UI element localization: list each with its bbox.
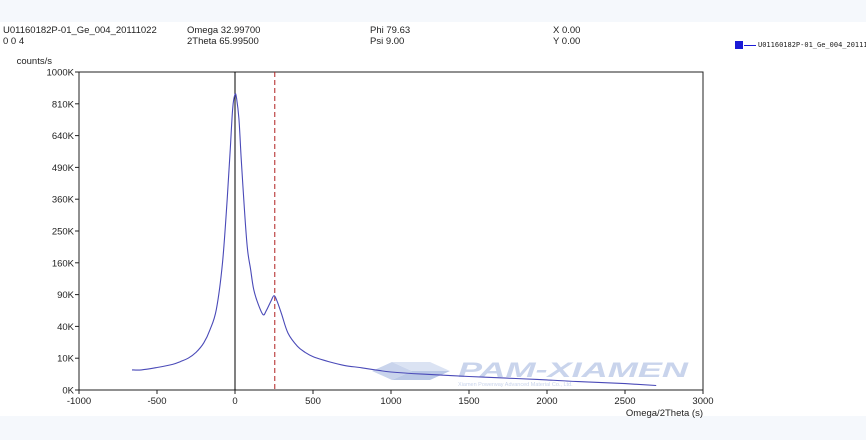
phi-label: Phi 79.63 — [370, 25, 411, 36]
y-axis-label: counts/s — [17, 56, 53, 67]
x-tick-label: 2000 — [536, 396, 557, 407]
x-axis-label: Omega/2Theta (s) — [626, 408, 703, 419]
x-tick-label: 0 — [232, 396, 237, 407]
omega-label: Omega 32.99700 — [187, 25, 261, 36]
y-tick: 1000K — [47, 68, 79, 79]
watermark: PAM-XIAMEN Xiamen Powerway Advanced Mate… — [372, 359, 689, 388]
watermark-brand: PAM-XIAMEN — [458, 359, 689, 382]
y-tick-label: 810K — [52, 99, 75, 110]
diamond-logo-icon — [372, 362, 450, 380]
y-tick: 640K — [52, 131, 79, 142]
y-tick-label: 250K — [52, 227, 75, 238]
plot-panel — [0, 22, 866, 416]
x-tick-label: 500 — [305, 396, 321, 407]
x-tick: -1000 — [67, 390, 91, 407]
y-tick: 40K — [57, 322, 79, 333]
y-tick-label: 640K — [52, 131, 75, 142]
x-tick: 2000 — [536, 390, 558, 407]
y-tick-label: 10K — [57, 354, 75, 365]
y-tick: 90K — [57, 290, 79, 301]
y-tick-label: 0K — [62, 386, 74, 397]
x-tick: 2500 — [614, 390, 636, 407]
y-tick-label: 1000K — [47, 68, 75, 79]
x-tick: 3000 — [692, 390, 714, 407]
legend-label: U01160182P-01_Ge_004_20111022 — [758, 41, 866, 49]
y-tick: 490K — [52, 163, 79, 174]
x-tick: -500 — [147, 390, 167, 407]
axes — [78, 71, 704, 391]
reference-lines — [234, 72, 276, 390]
series-line — [131, 93, 657, 387]
y-tick-label: 360K — [52, 195, 75, 206]
y-tick: 810K — [52, 99, 79, 110]
legend[interactable]: U01160182P-01_Ge_004_20111022 — [735, 40, 866, 50]
y-label: Y 0.00 — [553, 36, 581, 47]
x-tick: 1000 — [380, 390, 402, 407]
y-tick-label: 490K — [52, 163, 75, 174]
sample-id-label: U01160182P-01_Ge_004_20111022 — [3, 25, 157, 36]
legend-swatch-icon — [735, 41, 743, 49]
x-tick: 0 — [232, 390, 238, 407]
y-tick-label: 40K — [57, 322, 75, 333]
y-tick-label: 160K — [52, 258, 75, 269]
x-ticks: -1000 -500 0 500 1000 1500 2000 2500 3000 — [67, 390, 714, 407]
watermark-subtitle: Xiamen Powerway Advanced Material Co., L… — [458, 382, 573, 388]
legend-line-icon — [744, 44, 756, 46]
y-tick: 160K — [52, 258, 79, 269]
x-tick-label: 1500 — [458, 396, 479, 407]
x-tick-label: 2500 — [614, 396, 635, 407]
plot-frame — [78, 71, 704, 391]
x-tick-label: -500 — [147, 396, 166, 407]
y-tick-label: 90K — [57, 290, 75, 301]
y-tick: 360K — [52, 195, 79, 206]
x-tick-label: 1000 — [380, 396, 401, 407]
x-tick-label: -1000 — [67, 396, 91, 407]
y-ticks: 0K 10K 40K 90K 160K 250K 360K 490K 640K 810K 1000K — [47, 68, 79, 397]
y-tick: 10K — [57, 354, 79, 365]
x-label: X 0.00 — [553, 25, 581, 36]
psi-label: Psi 9.00 — [370, 36, 405, 47]
x-tick-label: 3000 — [692, 396, 713, 407]
y-tick: 250K — [52, 227, 79, 238]
reflection-label: 0 0 4 — [3, 36, 25, 47]
y-tick: 0K — [62, 386, 79, 397]
x-tick: 1500 — [458, 390, 480, 407]
x-tick: 500 — [305, 390, 321, 407]
two-theta-label: 2Theta 65.99500 — [187, 36, 259, 47]
